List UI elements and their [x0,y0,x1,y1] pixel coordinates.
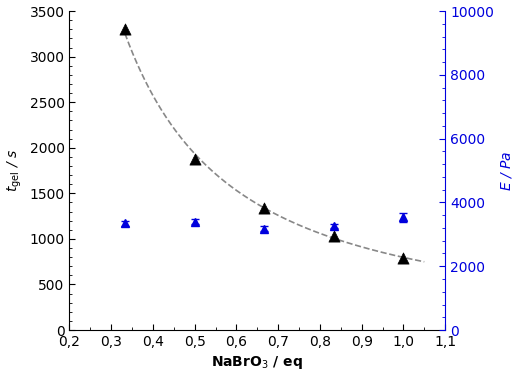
Point [260,205,268,211]
Point [121,26,129,32]
Point [190,156,199,162]
X-axis label: NaBrO$_3$ / eq: NaBrO$_3$ / eq [211,354,303,371]
Y-axis label: $t_\mathrm{gel}$ / s: $t_\mathrm{gel}$ / s [6,149,24,192]
Y-axis label: $E$ / Pa: $E$ / Pa [499,150,514,191]
Point [399,255,408,261]
Point [330,233,338,239]
